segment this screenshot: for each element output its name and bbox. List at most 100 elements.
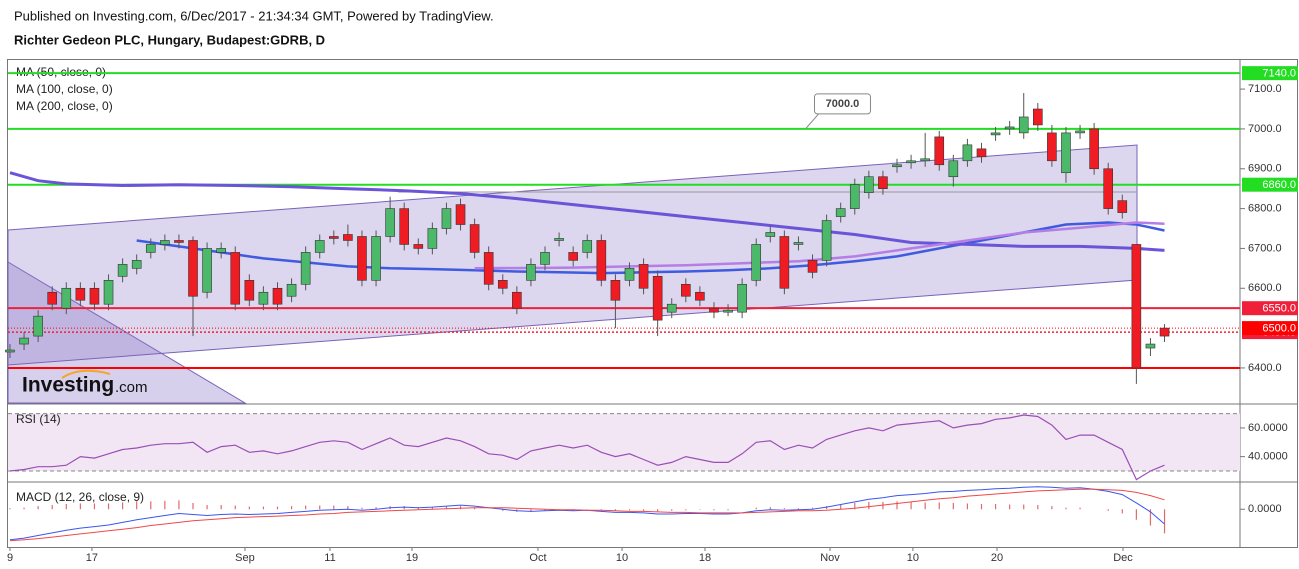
candle-body — [33, 315, 43, 337]
candle-body — [554, 238, 564, 241]
candle-body — [835, 208, 846, 217]
candle-body — [75, 287, 86, 301]
y-tick-label: 40.0000 — [1248, 451, 1288, 463]
y-tick-label: 7000.0 — [1248, 123, 1282, 135]
candle-body — [145, 244, 156, 253]
candle-body — [216, 248, 226, 253]
y-tick-label: 6700.0 — [1248, 242, 1282, 254]
candle-body — [5, 349, 15, 353]
candle-body — [624, 268, 635, 281]
candle-body — [666, 303, 677, 313]
candle-body — [892, 164, 902, 168]
x-tick-label: Nov — [820, 552, 840, 564]
candle-body — [596, 240, 607, 281]
price-badge — [1242, 301, 1298, 316]
candle-body — [89, 287, 100, 305]
header-published: Published on Investing.com, 6/Dec/2017 -… — [14, 8, 494, 23]
candle-body — [413, 244, 424, 249]
candle-body — [878, 176, 888, 189]
candle-body — [272, 287, 283, 305]
candle-body — [427, 228, 438, 249]
candle-body — [329, 236, 339, 239]
y-tick-label: 60.0000 — [1248, 422, 1288, 434]
pane-label: RSI (14) — [16, 412, 61, 426]
legend-ma: MA (100, close, 0) — [16, 82, 113, 96]
candle-body — [1145, 343, 1156, 349]
candle-body — [1089, 128, 1099, 170]
x-tick-label: 19 — [406, 552, 418, 564]
candle-body — [455, 204, 466, 225]
candle-body — [526, 264, 536, 281]
y-tick-label: 6600.0 — [1248, 282, 1282, 294]
x-tick-label: Sep — [235, 552, 255, 564]
price-badge-label: 6500.0 — [1262, 323, 1296, 335]
x-tick-label: 17 — [86, 552, 98, 564]
candle-body — [934, 136, 945, 166]
candle-body — [202, 248, 212, 293]
candle-body — [920, 158, 930, 162]
y-tick-label: 6400.0 — [1248, 362, 1282, 374]
candle-body — [793, 242, 804, 245]
annotation-box — [813, 93, 871, 115]
candle-body — [681, 283, 691, 297]
header-symbol: Richter Gedeon PLC, Hungary, Budapest:GD… — [14, 32, 325, 47]
candle-body — [1103, 168, 1114, 209]
candle-body — [441, 208, 452, 229]
candle-body — [821, 220, 832, 261]
candle-body — [188, 240, 198, 297]
candle-body — [638, 264, 649, 289]
candle-body — [1047, 132, 1057, 162]
x-tick-label: 11 — [324, 552, 335, 564]
candle-body — [990, 132, 1001, 136]
candle-body — [47, 291, 58, 305]
rsi-line — [9, 414, 1165, 481]
candle-body — [568, 252, 578, 261]
candle-body — [962, 144, 973, 162]
x-tick-label: Dec — [1113, 552, 1133, 564]
price-badge — [1242, 321, 1298, 336]
price-badge — [1242, 66, 1298, 81]
candle-body — [540, 252, 550, 265]
candle-body — [610, 280, 621, 301]
candle-body — [779, 236, 790, 289]
y-tick-label: 7100.0 — [1248, 83, 1282, 95]
x-tick-label: 20 — [991, 552, 1003, 564]
candle-body — [357, 236, 367, 281]
candle-body — [1018, 116, 1029, 134]
logo-main: Investing — [22, 374, 114, 397]
logo-swoosh — [61, 369, 111, 379]
candle-body — [849, 184, 860, 209]
candle-body — [300, 252, 311, 285]
y-tick-label: 0.0000 — [1248, 503, 1282, 515]
candle-body — [1159, 327, 1170, 337]
candle-body — [385, 208, 395, 237]
rsi-band-fill — [8, 413, 1240, 471]
macd-line — [9, 488, 1165, 542]
candle-body — [737, 283, 747, 313]
y-tick-label: 6900.0 — [1248, 163, 1282, 175]
candle-body — [131, 260, 142, 269]
x-tick-label: 10 — [616, 552, 628, 564]
price-badge — [1242, 177, 1298, 192]
price-badge-label: 7140.0 — [1262, 68, 1296, 80]
candle-body — [751, 244, 762, 281]
candle-body — [1033, 108, 1043, 126]
x-tick-label: 18 — [699, 552, 711, 564]
candle-body — [103, 280, 114, 305]
candle-body — [160, 240, 170, 245]
candle-body — [1131, 244, 1142, 369]
candle-body — [371, 236, 381, 281]
candle-body — [230, 252, 241, 305]
candle-body — [976, 148, 987, 158]
candle-body — [497, 280, 508, 289]
candle-body — [1004, 126, 1015, 130]
candle-body — [314, 240, 325, 253]
x-tick-label: 9 — [7, 552, 13, 564]
annotation-pointer — [805, 112, 820, 130]
candle-body — [244, 280, 255, 301]
candle-body — [864, 176, 874, 193]
candle-body — [906, 160, 916, 164]
candle-body — [512, 291, 522, 309]
